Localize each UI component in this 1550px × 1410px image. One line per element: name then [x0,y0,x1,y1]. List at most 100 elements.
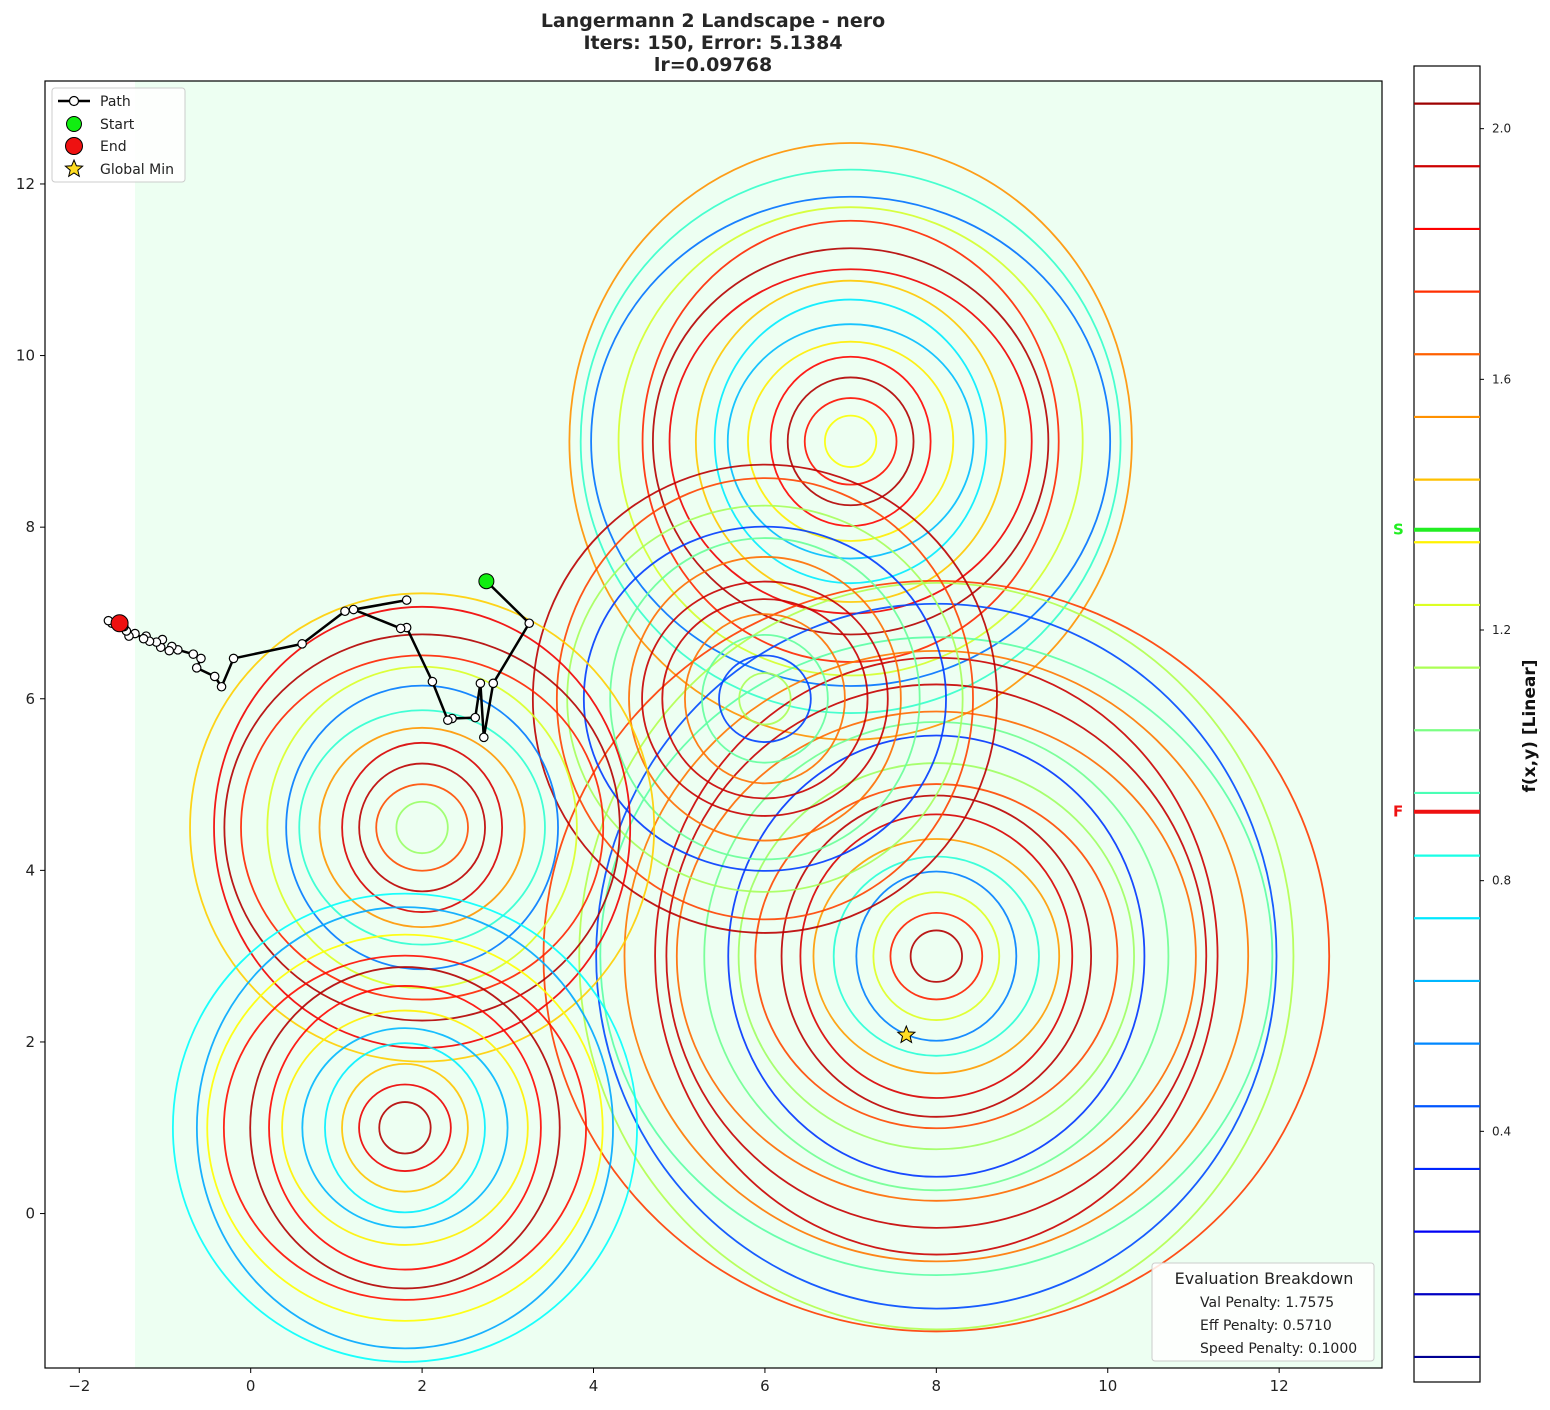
contour-ring [675,710,1197,1202]
contour-ring [358,762,486,893]
x-tick-label: 12 [1270,1377,1289,1395]
y-tick-label: 12 [16,175,35,193]
contour-ring [803,397,898,486]
legend-path-marker [68,95,80,107]
contour-ring [684,613,846,785]
path-point [443,715,453,726]
contour-ring [609,537,921,861]
contour-ring [855,870,1018,1042]
path-point [228,653,239,664]
contour-ring [555,477,974,921]
chart-title-line-3: lr=0.09768 [654,54,772,76]
contour-ring [240,654,605,1001]
y-tick-label: 10 [16,347,35,365]
optimizer-path [103,573,917,1044]
legend-end-marker [65,137,83,155]
contour-ring [668,268,1033,615]
x-tick-label: 10 [1098,1377,1117,1395]
path-point [188,649,199,659]
colorbar-frame [1413,65,1481,1383]
contour-ring [206,933,604,1322]
contour-ring [694,279,1007,603]
contour-ring [223,633,621,1022]
contour-ring [799,813,1074,1099]
legend-label-path: Path [100,94,131,110]
contour-ring [726,323,975,560]
contour-ring [665,683,1208,1229]
contour-ring [641,580,889,817]
contour-ring [590,195,1112,687]
evaluation-breakdown: Evaluation Breakdown Val Penalty: 1.7575… [1151,1262,1375,1362]
plot-frame [44,80,1383,1369]
path-point [427,676,438,687]
contour-ring [324,1042,486,1214]
contour-ring [222,954,587,1301]
end-point [110,614,129,633]
colorbar: 0.40.81.21.62.0 SF f(x,y) [Linear] [1393,65,1540,1383]
colorbar-label: f(x,y) [Linear] [1520,659,1540,792]
contour-ring [318,726,526,929]
contour-ring [824,414,878,468]
contour-ring [582,525,947,872]
y-tick-label: 0 [25,1205,35,1223]
contour-ring [266,665,578,990]
x-axis: −2 0 2 4 6 8 10 12 [68,1368,1289,1395]
legend: Path Start End Global Min [51,87,186,183]
path-point [216,681,227,692]
path-point [138,633,149,644]
evaluation-row-speed: Speed Penalty: 0.1000 [1200,1341,1357,1357]
contour-ring [701,633,829,764]
contour-lines [171,142,1331,1363]
contour-ring [285,684,559,971]
contour-ring [909,929,963,983]
contour-ring [654,656,1219,1256]
path-point [479,732,489,743]
contour-ring [568,142,1133,741]
contour-ring [378,1101,432,1155]
path-point [475,678,486,689]
evaluation-box [1151,1262,1375,1362]
y-tick-label: 4 [25,861,35,879]
x-tick-label: 6 [760,1377,770,1395]
legend-label-start: Start [100,117,135,133]
contour-ring [358,1083,452,1172]
contour-ring [713,298,988,585]
path-point [191,663,202,673]
colorbar-levels [1414,102,1480,1359]
contour-ring [628,556,902,842]
contour-ring [754,783,1119,1130]
y-tick-label: 2 [25,1033,35,1051]
colorbar-ticks: 0.4 0.8 1.2 1.6 2.0 [1480,122,1511,1138]
contour-ring [213,605,632,1049]
contour-ring [566,504,964,893]
colorbar-tick-label: 2.0 [1492,122,1511,136]
contour-ring [171,892,638,1363]
colorbar-marker-label: F [1393,803,1403,821]
legend-label-global-min: Global Min [100,162,174,178]
start-point [478,573,495,590]
chart-title-line-2: Iters: 150, Error: 5.1384 [583,32,842,54]
legend-label-end: End [100,139,127,155]
path-point [209,671,220,682]
contour-ring [703,721,1170,1192]
contour-ring [578,582,1295,1331]
path-point [524,618,535,629]
contour-ring [395,800,449,855]
path-point [470,712,481,723]
colorbar-markers: SF [1393,521,1480,821]
contour-ring [737,762,1135,1151]
colorbar-tick-label: 0.4 [1492,1124,1511,1138]
path-point [401,595,412,605]
contour-ring [531,463,998,934]
path-point [348,604,359,615]
contour-ring [268,985,542,1271]
colorbar-tick-label: 1.6 [1492,372,1511,386]
contour-ring [727,734,1146,1178]
colorbar-marker-label: S [1393,521,1404,539]
path-point [395,623,406,634]
contour-ring [872,891,1001,1021]
contour-ring [599,636,1274,1277]
contour-ring [298,709,546,946]
contour-ring [623,650,1250,1263]
